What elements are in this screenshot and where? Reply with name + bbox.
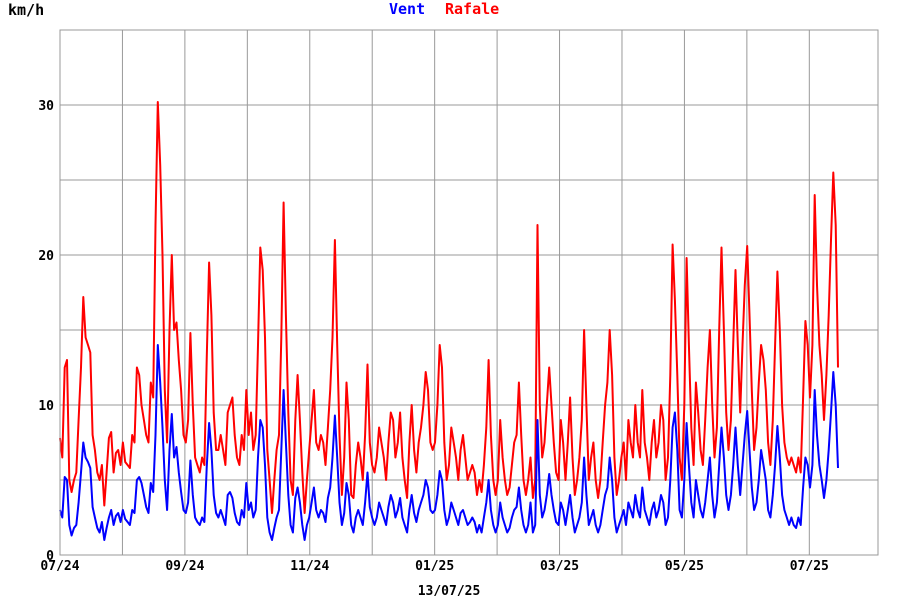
plot-frame — [59, 29, 879, 556]
x-tick-label: 07/25 — [790, 559, 829, 574]
y-tick-label: 30 — [38, 99, 54, 114]
x-tick-label: 03/25 — [540, 559, 579, 574]
series-line-rafale — [59, 101, 839, 514]
series-lines — [59, 101, 839, 541]
y-tick-label: 20 — [38, 249, 54, 264]
unit-label: km/h — [8, 1, 44, 19]
x-tick-labels: 07/24 09/24 11/24 01/25 03/25 05/25 07/25 — [40, 559, 828, 574]
y-tick-labels: 0 10 20 30 — [38, 99, 54, 564]
x-tick-label: 01/25 — [415, 559, 454, 574]
x-tick-label: 11/24 — [290, 559, 329, 574]
x-tick-label: 07/24 — [40, 559, 79, 574]
legend-vent: Vent — [389, 0, 425, 18]
series-line-vent — [59, 344, 839, 541]
y-tick-label: 10 — [38, 399, 54, 414]
legend-rafale: Rafale — [445, 0, 499, 18]
x-tick-label: 09/24 — [165, 559, 204, 574]
footer-date: 13/07/25 — [418, 584, 481, 599]
x-tick-label: 05/25 — [665, 559, 704, 574]
y-tick-label: 0 — [46, 549, 54, 564]
